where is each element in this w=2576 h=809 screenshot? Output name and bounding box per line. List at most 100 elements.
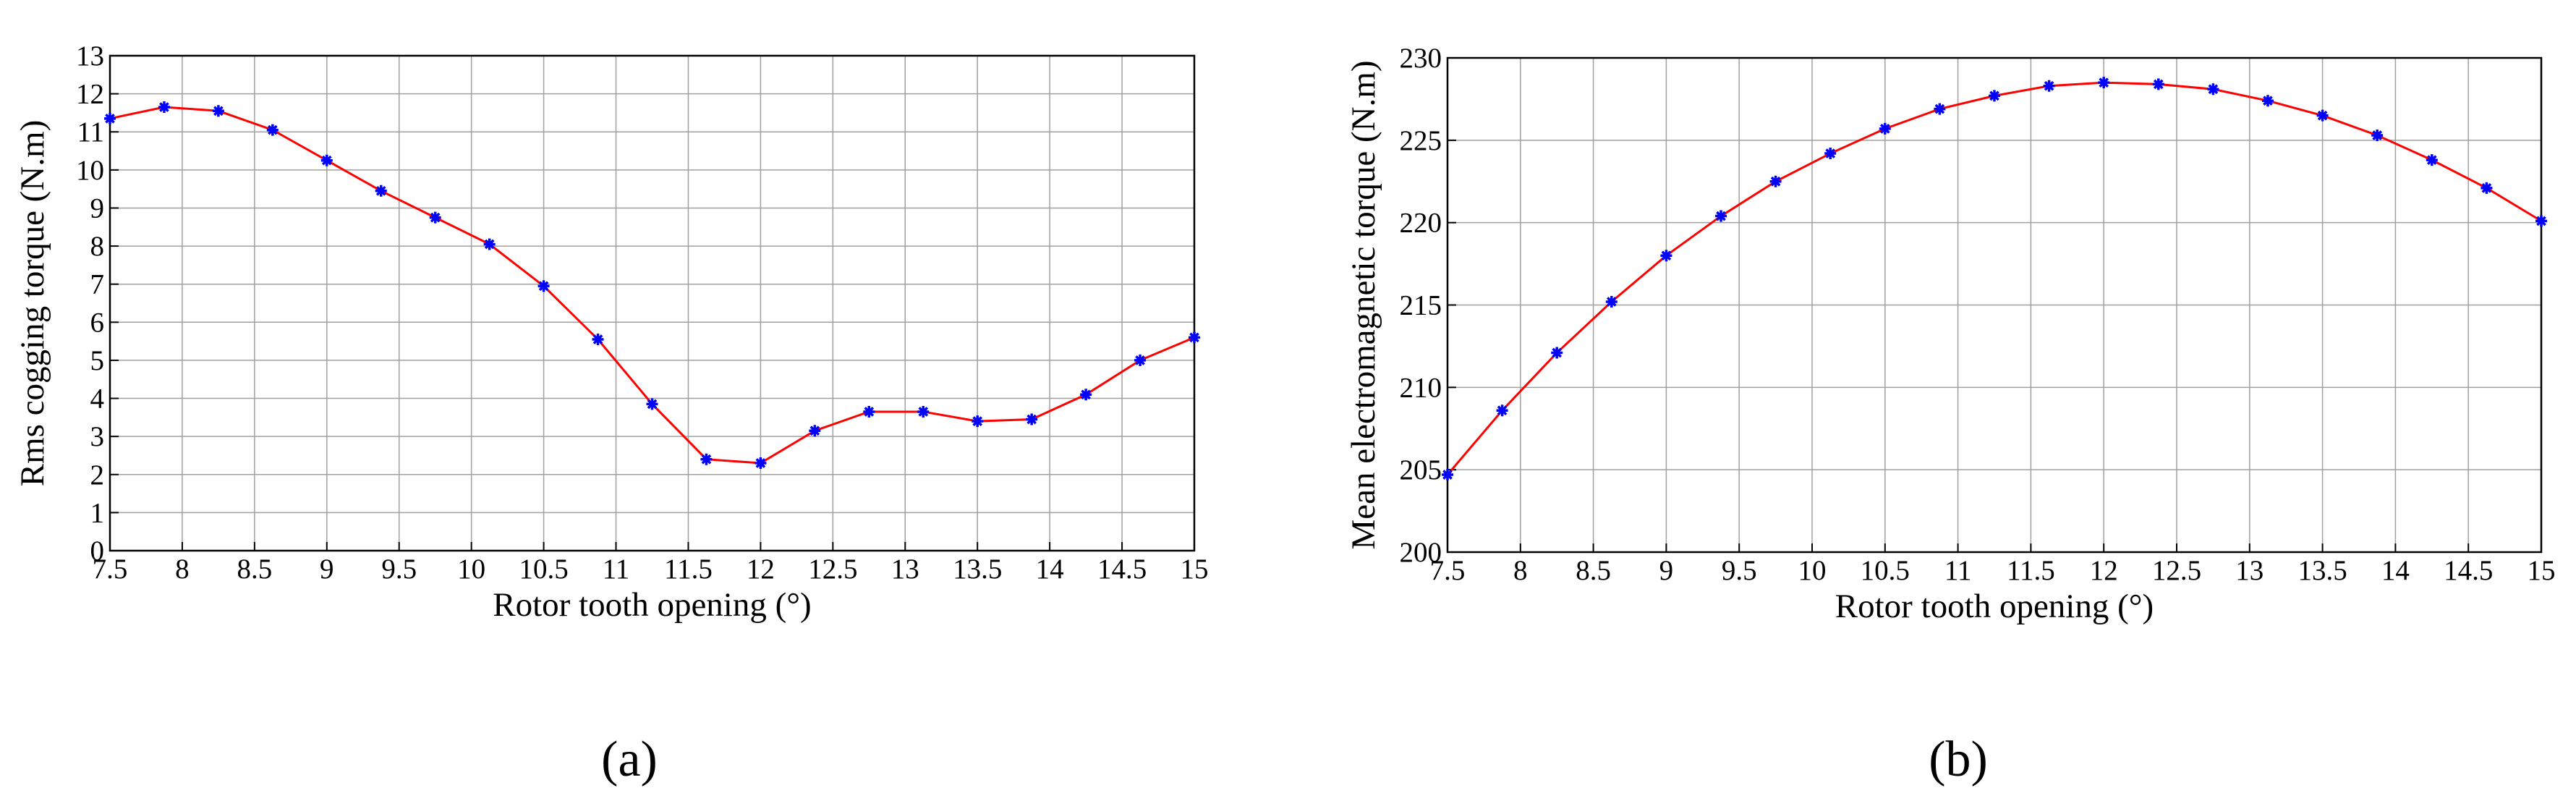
x-tick-label: 12: [747, 554, 775, 585]
data-point: [2371, 130, 2384, 142]
data-point: [1989, 90, 2000, 102]
y-tick-label: 1: [90, 497, 105, 528]
x-tick-label: 13.5: [2297, 555, 2347, 586]
y-tick-label: 9: [90, 192, 105, 224]
x-tick-label: 14: [1036, 554, 1064, 585]
data-point: [1189, 331, 1200, 344]
data-point: [2098, 77, 2110, 89]
x-tick-label: 8: [175, 554, 190, 585]
data-point: [1026, 413, 1038, 425]
data-point: [917, 405, 930, 418]
data-point: [2316, 109, 2329, 122]
x-tick-label: 10: [457, 554, 485, 585]
data-point: [1824, 148, 1837, 160]
x-tick-label: 11: [1944, 555, 1972, 586]
data-point: [2043, 80, 2055, 92]
plot-area: [110, 56, 1194, 551]
y-tick-label: 205: [1400, 454, 1442, 486]
x-tick-label: 8.5: [237, 554, 272, 585]
data-point: [375, 185, 387, 197]
data-point: [1442, 468, 1453, 480]
y-tick-label: 5: [90, 345, 105, 376]
y-tick-label: 11: [77, 117, 104, 148]
x-tick-label: 14.5: [1097, 554, 1147, 585]
data-point: [2481, 182, 2493, 194]
x-tick-label: 13: [891, 554, 919, 585]
data-point: [1134, 354, 1147, 366]
chart: 7.5 8 8.5 9 9.5 10 10.5 11 11.5 12 12.5 13 13.5 14 14.…: [14, 41, 1209, 787]
data-point: [863, 405, 875, 418]
y-tick-label: 12: [76, 79, 104, 110]
x-tick-label: 11: [603, 554, 630, 585]
data-point: [1934, 103, 1946, 115]
data-point: [1496, 404, 1508, 417]
y-tick-label: 7: [90, 269, 105, 300]
plot-frame: [1446, 56, 2543, 554]
x-axis-label: Rotor tooth opening (°): [1835, 588, 2154, 625]
data-point: [212, 105, 224, 117]
data-point: [1551, 347, 1563, 359]
data-point: [646, 398, 658, 410]
y-tick-label: 8: [90, 231, 105, 262]
data-point: [592, 333, 604, 345]
data-point: [700, 453, 713, 465]
y-tick-label: 200: [1400, 537, 1442, 568]
y-tick-label: 6: [90, 307, 105, 338]
data-point: [2426, 154, 2438, 166]
x-tick-label: 15: [1181, 554, 1209, 585]
data-point: [320, 154, 333, 166]
x-tick-label: 11.5: [664, 554, 713, 585]
data-point: [2207, 83, 2219, 96]
data-point: [1715, 210, 1727, 222]
x-tick-label: 9.5: [1722, 555, 1757, 586]
y-tick-label: 3: [90, 421, 105, 452]
x-tick-label: 9: [1659, 555, 1674, 586]
data-point: [104, 112, 116, 124]
y-tick-label: 4: [90, 384, 105, 415]
data-point: [809, 425, 821, 437]
chart: 7.5 8 8.5 9 9.5 10 10.5 11 11.5 12 12.5 13 13.5 14 14.…: [1345, 43, 2556, 787]
caption: (b): [1929, 732, 1988, 787]
y-tick-label: 13: [76, 41, 104, 72]
x-tick-label: 8: [1513, 555, 1528, 586]
data-point: [754, 457, 767, 469]
y-tick-label: 230: [1400, 43, 1442, 74]
x-tick-label: 12.5: [2152, 555, 2201, 586]
y-tick-label: 10: [76, 155, 104, 186]
y-axis-label: Mean electromagnetic torque (N.m): [1345, 61, 1382, 550]
x-tick-label: 13: [2235, 555, 2263, 586]
y-tick-label: 225: [1400, 125, 1442, 156]
data-point: [483, 238, 496, 250]
plot-frame: [109, 54, 1196, 552]
data-point: [2262, 95, 2274, 107]
x-tick-label: 14.5: [2444, 555, 2493, 586]
x-tick-label: 15: [2528, 555, 2556, 586]
x-tick-label: 10: [1798, 555, 1827, 586]
y-tick-label: 215: [1400, 290, 1442, 321]
x-tick-label: 13.5: [953, 554, 1002, 585]
y-tick-label: 2: [90, 459, 105, 491]
x-tick-label: 11.5: [2007, 555, 2055, 586]
data-point: [1769, 175, 1782, 187]
data-point: [2535, 215, 2547, 227]
y-tick-label: 0: [90, 535, 105, 567]
x-tick-label: 14: [2381, 555, 2410, 586]
data-point: [1660, 250, 1672, 262]
data-point: [1879, 122, 1891, 135]
x-tick-label: 9: [320, 554, 334, 585]
data-point: [2152, 78, 2164, 90]
data-point: [429, 211, 441, 224]
data-point: [537, 280, 550, 292]
caption: (a): [601, 732, 658, 787]
x-tick-label: 7.5: [1430, 555, 1466, 586]
x-tick-label: 10.5: [519, 554, 568, 585]
data-point: [972, 415, 984, 428]
y-tick-label: 220: [1400, 208, 1442, 239]
data-point: [1080, 389, 1092, 401]
x-tick-label: 12: [2090, 555, 2118, 586]
data-point: [158, 101, 170, 114]
x-tick-label: 9.5: [381, 554, 417, 585]
data-point: [266, 124, 279, 136]
x-tick-label: 12.5: [808, 554, 857, 585]
x-tick-label: 8.5: [1576, 555, 1611, 586]
